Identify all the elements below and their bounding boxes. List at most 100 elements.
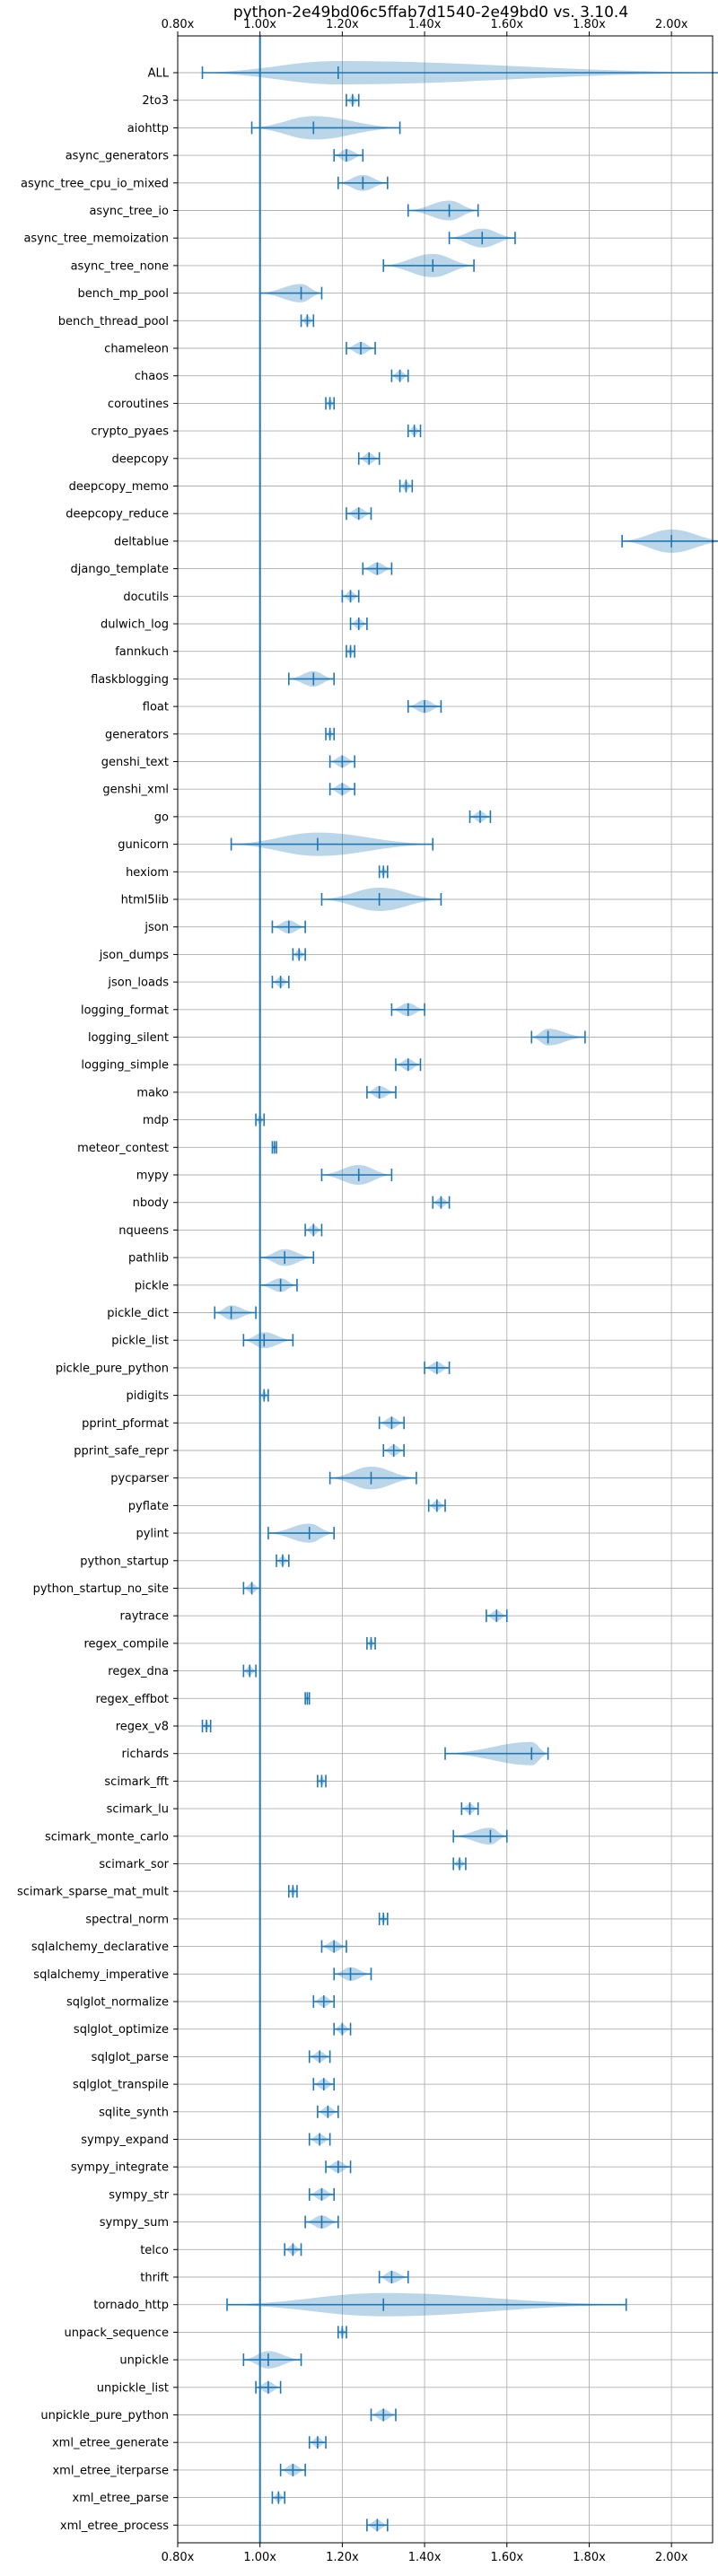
y-tick-label: unpickle_pure_python [40,2409,169,2423]
y-tick-label: pickle [135,1279,169,1292]
y-tick-label: sqlglot_optimize [74,2023,169,2037]
y-tick-label: xml_etree_iterparse [52,2464,169,2477]
y-tick-label: regex_compile [83,1637,169,1651]
y-tick-label: async_tree_cpu_io_mixed [21,177,169,190]
plot-frame [177,35,714,2544]
x-tick-label-top: 1.40x [408,18,442,31]
y-tick-label: deepcopy_reduce [66,508,169,521]
category-labels: ALL 2to3 aiohttp async_generators async_tree… [17,67,178,2533]
y-tick-label: unpack_sequence [64,2326,169,2340]
y-tick-label: genshi_xml [102,784,169,797]
y-tick-label: sqlglot_parse [92,2051,169,2064]
y-tick-label: regex_dna [108,1665,169,1678]
y-tick-label: python_startup [80,1555,169,1568]
y-tick-label: sqlalchemy_declarative [31,1941,169,1954]
x-tick-label-top: 1.80x [573,18,606,31]
y-tick-label: fannkuch [115,645,169,659]
y-tick-label: scimark_monte_carlo [45,1830,169,1844]
y-tick-label: sqlalchemy_imperative [33,1968,169,1982]
y-tick-label: json [144,921,169,934]
y-tick-label: mypy [136,1170,170,1183]
y-tick-label: generators [105,728,169,741]
y-tick-label: aiohttp [127,122,169,136]
y-tick-label: float [143,701,169,714]
y-tick-label: coroutines [108,398,169,411]
y-tick-label: chameleon [104,343,169,356]
y-tick-label: unpickle [119,2354,169,2368]
y-tick-label: richards [122,1748,170,1761]
y-tick-label: sympy_integrate [71,2161,169,2175]
y-tick-label: pprint_pformat [82,1417,169,1431]
x-tick-label-bottom: 1.60x [490,2551,523,2564]
y-tick-label: django_template [71,563,169,576]
y-tick-label: unpickle_list [97,2381,169,2395]
y-tick-label: async_tree_memoization [23,232,169,246]
y-tick-label: deltablue [114,535,169,548]
x-tick-label-bottom: 1.40x [408,2551,442,2564]
y-tick-label: python_startup_no_site [33,1582,169,1596]
x-tick-label-top: 1.60x [490,18,523,31]
y-tick-label: hexiom [126,866,169,880]
y-tick-label: async_tree_io [89,205,169,218]
y-tick-label: pidigits [127,1389,170,1403]
y-tick-label: sympy_expand [81,2134,169,2147]
y-tick-label: xml_etree_parse [73,2492,169,2505]
y-tick-label: scimark_sparse_mat_mult [17,1886,169,1899]
y-tick-label: go [154,810,169,824]
y-tick-label: json_loads [107,977,169,990]
y-tick-label: tornado_http [93,2299,169,2312]
x-tick-label-bottom: 2.00x [655,2551,688,2564]
y-tick-label: nbody [133,1196,170,1210]
x-axis: 0.80x 0.80x 1.00x 1.00x 1.20x 1.20x 1.40x 1.40x… [162,18,688,2564]
y-tick-label: spectral_norm [85,1913,169,1926]
chart-title: python-2e49bd06c5ffab7d1540-2e49bd0 vs. … [233,4,628,22]
y-tick-label: json_dumps [99,949,169,962]
y-tick-label: pylint [136,1528,169,1541]
y-tick-label: pathlib [128,1252,169,1266]
x-tick-label-bottom: 1.20x [326,2551,359,2564]
x-tick-label-bottom: 1.00x [243,2551,276,2564]
y-tick-label: pprint_safe_repr [74,1445,169,1459]
y-tick-label: regex_effbot [95,1693,169,1706]
y-tick-label: thrift [140,2272,169,2285]
y-tick-label: raytrace [119,1610,169,1624]
y-tick-label: regex_v8 [116,1721,169,1734]
y-tick-label: deepcopy [111,452,169,466]
y-tick-label: html5lib [121,894,169,907]
y-tick-label: pycparser [110,1472,169,1485]
x-tick-label-top: 2.00x [655,18,688,31]
x-tick-label-top: 1.20x [326,18,359,31]
y-tick-label: mdp [143,1114,169,1127]
y-tick-label: scimark_fft [104,1775,169,1789]
y-tick-label: sqlglot_transpile [73,2079,169,2092]
y-tick-label: meteor_contest [77,1142,169,1155]
y-tick-label: xml_etree_generate [52,2437,169,2450]
y-tick-label: logging_simple [81,1059,169,1073]
y-tick-label: genshi_text [101,756,169,769]
y-tick-label: scimark_sor [99,1858,169,1871]
y-tick-label: docutils [123,591,169,604]
x-tick-label-top: 1.00x [243,18,276,31]
x-tick-label-bottom: 0.80x [162,2551,195,2564]
y-tick-label: sqlglot_normalize [66,1996,169,2010]
y-tick-label: bench_mp_pool [77,287,169,301]
grid [177,36,713,2543]
y-tick-label: logging_format [81,1003,169,1017]
y-tick-label: sympy_str [109,2188,169,2202]
y-tick-label: flaskblogging [91,673,169,687]
y-tick-label: mako [136,1086,169,1100]
y-tick-label: pickle_pure_python [56,1362,169,1375]
y-tick-label: deepcopy_memo [69,480,169,494]
y-tick-label: xml_etree_process [60,2519,169,2533]
violin-series [201,36,718,2543]
y-tick-label: 2to3 [142,94,169,108]
y-tick-label: dulwich_log [101,618,169,632]
y-tick-label: async_generators [66,150,170,163]
y-tick-label: scimark_lu [107,1803,169,1817]
x-tick-label-top: 0.80x [162,18,195,31]
y-tick-label: async_tree_none [71,259,169,273]
y-tick-label: telco [140,2244,169,2257]
y-tick-label: pyflate [128,1500,169,1513]
y-tick-label: bench_thread_pool [58,315,169,329]
